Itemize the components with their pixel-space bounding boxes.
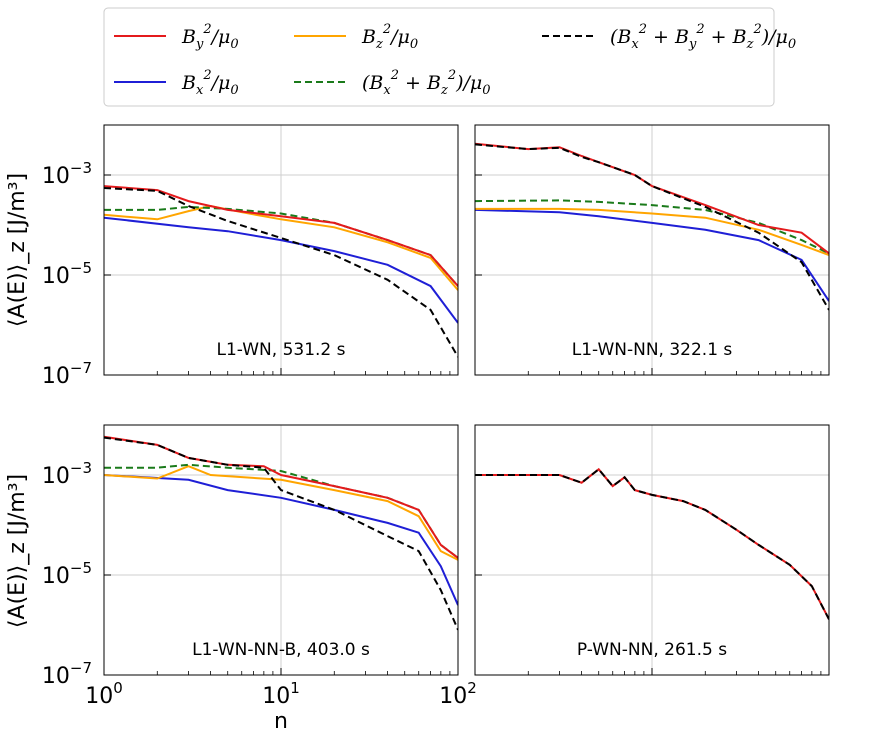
y-tick-label: 10−7	[42, 659, 92, 689]
series-line-Btot	[104, 436, 458, 631]
panel-frame	[474, 424, 830, 676]
series-line-Btot	[104, 187, 458, 358]
y-axis-title-bottom: ⟨A(E)⟩_z [J/m³]	[5, 474, 30, 628]
panel-4: P-WN-NN, 261.5 s	[474, 424, 830, 676]
panel-2: L1-WN-NN, 322.1 s	[474, 124, 830, 376]
panels: L1-WN, 531.2 s 10−3 10−5 10−7 L1-WN-NN, 322.…	[42, 124, 830, 709]
panel-label: L1-WN-NN, 322.1 s	[572, 340, 733, 360]
y-axis-title-top: ⟨A(E)⟩_z [J/m³]	[5, 173, 30, 327]
panel-label: L1-WN, 531.2 s	[217, 340, 346, 360]
y-tick-label: 10−7	[42, 359, 92, 389]
series-line-Bz	[475, 207, 829, 257]
panel-1: L1-WN, 531.2 s 10−3 10−5 10−7	[42, 124, 459, 389]
x-tick-label: 100	[85, 679, 123, 709]
legend-box	[103, 7, 775, 107]
series-line-Bz	[104, 204, 458, 291]
y-tick-label: 10−3	[42, 159, 92, 189]
panel-label: P-WN-NN, 261.5 s	[577, 640, 727, 660]
x-tick-label: 102	[439, 679, 477, 709]
panel-frame	[103, 124, 459, 376]
panel-frame	[103, 424, 459, 676]
x-tick-label: 101	[262, 679, 300, 709]
panel-label: L1-WN-NN-B, 403.0 s	[192, 640, 370, 660]
x-axis-title: n	[274, 709, 288, 734]
series-line-Bxz	[475, 199, 829, 255]
y-tick-label: 10−3	[42, 459, 92, 489]
series-line-Bz	[104, 465, 458, 561]
series-line-Btot	[475, 143, 829, 311]
y-tick-label: 10−5	[42, 559, 92, 589]
legend: By2/μ0 Bx2/μ0 Bz2/μ0 (Bx2 + Bz2)/μ0 (Bx2…	[103, 7, 796, 107]
legend-label-Bxz: (Bx2 + Bz2)/μ0	[362, 68, 491, 98]
series-line-Btot	[475, 467, 829, 620]
series-line-By	[475, 142, 829, 255]
series-line-By	[104, 435, 458, 559]
series-line-By	[104, 185, 458, 287]
panel-frame	[474, 124, 830, 376]
y-tick-label: 10−5	[42, 259, 92, 289]
series-line-Bxz	[104, 205, 458, 287]
